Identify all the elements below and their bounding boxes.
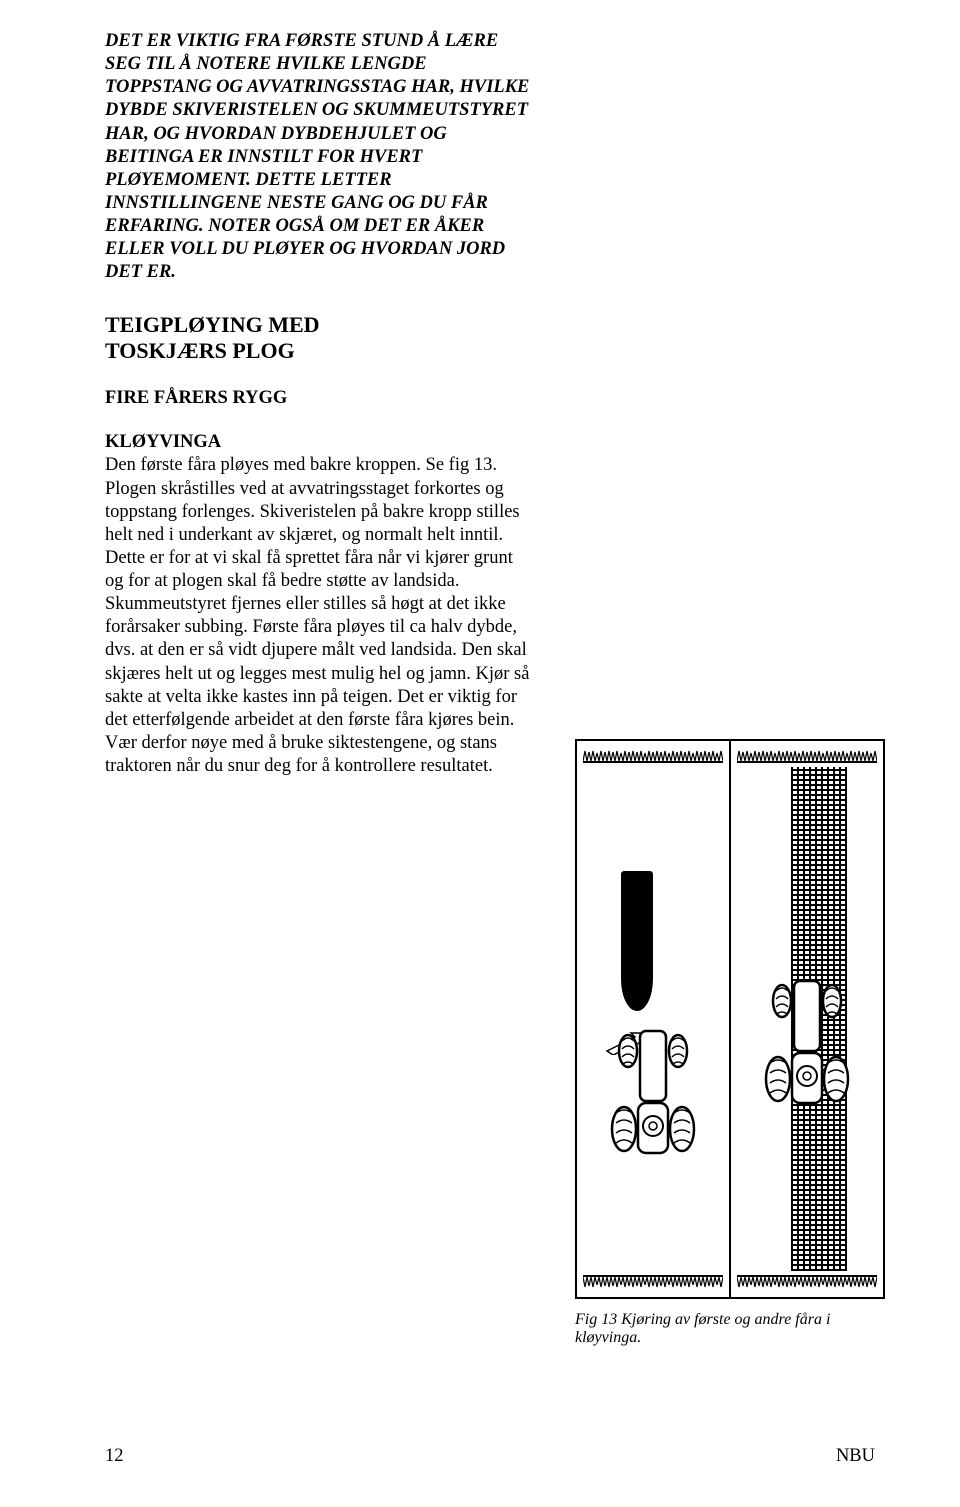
- heading-line-1: TEIGPLØYING MED: [105, 312, 320, 337]
- grass-top-icon: [737, 749, 877, 763]
- section-heading: TEIGPLØYING MED TOSKJÆRS PLOG: [105, 312, 535, 364]
- heading-line-2: TOSKJÆRS PLOG: [105, 338, 295, 363]
- grass-top-icon: [583, 749, 723, 763]
- tractor-icon: [608, 1021, 698, 1171]
- grass-bottom-icon: [737, 1275, 877, 1289]
- intro-paragraph: DET ER VIKTIG FRA FØRSTE STUND Å LÆRE SE…: [105, 30, 535, 284]
- body-text: Den første fåra pløyes med bakre kroppen…: [105, 455, 529, 776]
- grass-bottom-icon: [583, 1275, 723, 1289]
- sub-heading: FIRE FÅRERS RYGG: [105, 388, 535, 409]
- figure-panel-1: [577, 741, 729, 1297]
- paragraph-heading: KLØYVINGA: [105, 432, 221, 452]
- figure-panel-2: [729, 741, 883, 1297]
- page-footer: 12 NBU: [105, 1446, 875, 1467]
- figure-caption: Fig 13 Kjøring av første og andre fåra i…: [575, 1311, 885, 1347]
- footer-right: NBU: [836, 1446, 875, 1467]
- body-paragraph: KLØYVINGA Den første fåra pløyes med bak…: [105, 431, 535, 778]
- figure-13: [575, 739, 885, 1299]
- page-number: 12: [105, 1446, 124, 1467]
- tractor-icon: [762, 971, 852, 1121]
- soil-furrow-icon: [621, 871, 653, 1011]
